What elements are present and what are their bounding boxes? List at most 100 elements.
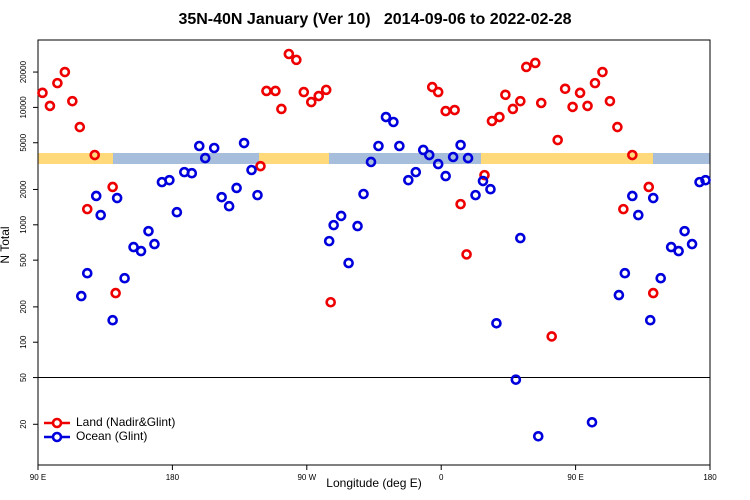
y-tick-label: 200: [19, 300, 28, 314]
point: [283, 48, 295, 60]
point: [380, 111, 392, 123]
point: [665, 241, 677, 253]
plot-frame: [37, 39, 711, 466]
point: [246, 164, 257, 176]
x-tick-label: 0: [439, 473, 444, 482]
point: [455, 139, 466, 151]
point: [119, 272, 130, 284]
x-tick-label: 180: [166, 473, 180, 482]
x-tick-label: 180: [703, 473, 717, 482]
point: [627, 190, 638, 202]
point: [619, 267, 631, 279]
point: [491, 317, 502, 329]
y-tick-label: 1000: [19, 215, 28, 233]
point: [618, 203, 629, 215]
point: [559, 83, 571, 95]
point: [107, 314, 118, 326]
y-tick-label: 20: [19, 419, 28, 428]
chart-title: 35N-40N January (Ver 10) 2014-09-06 to 2…: [178, 11, 571, 28]
point: [461, 249, 472, 260]
point: [532, 431, 544, 442]
point: [52, 77, 63, 89]
point: [89, 149, 101, 161]
point: [574, 87, 586, 99]
point: [426, 81, 438, 93]
point: [633, 209, 644, 221]
point: [59, 66, 71, 78]
point: [171, 206, 183, 218]
point: [352, 220, 363, 232]
point: [199, 152, 211, 164]
point: [223, 200, 235, 212]
point: [644, 314, 656, 326]
point: [76, 290, 87, 302]
x-tick-label: 90 E: [567, 473, 583, 482]
point: [440, 170, 451, 182]
point: [143, 225, 154, 237]
point: [647, 287, 659, 299]
point: [128, 241, 139, 253]
point: [231, 182, 242, 194]
point: [320, 84, 332, 96]
point: [255, 160, 266, 172]
point: [673, 245, 684, 257]
point: [627, 149, 638, 161]
point: [477, 175, 489, 187]
point: [67, 95, 78, 107]
point: [313, 90, 325, 102]
point: [365, 156, 377, 168]
y-tick-label: 500: [19, 253, 28, 267]
point: [567, 101, 578, 113]
point: [111, 192, 123, 204]
point: [500, 89, 511, 101]
point: [589, 77, 601, 89]
point: [455, 198, 466, 210]
point: [81, 203, 93, 215]
point: [552, 134, 563, 146]
point: [74, 121, 86, 133]
point: [335, 210, 347, 222]
point: [417, 144, 429, 156]
y-tick-label: 10000: [19, 96, 28, 119]
point: [515, 232, 526, 244]
y-tick-label: 100: [19, 335, 28, 349]
point: [449, 104, 460, 116]
point: [612, 121, 623, 133]
point: [535, 97, 547, 109]
point: [149, 238, 160, 250]
point: [37, 87, 48, 99]
point: [261, 85, 272, 97]
point: [164, 174, 175, 186]
point: [323, 235, 335, 247]
point: [44, 100, 56, 112]
point: [494, 111, 505, 123]
point: [328, 219, 339, 231]
point: [90, 190, 102, 202]
legend-marker: [51, 417, 63, 429]
point: [193, 140, 205, 152]
point: [432, 86, 444, 98]
point: [291, 54, 302, 66]
point: [305, 96, 317, 108]
point: [298, 86, 310, 98]
point: [546, 331, 558, 342]
point: [521, 61, 532, 73]
point: [582, 100, 593, 112]
point: [270, 85, 281, 97]
point: [186, 167, 198, 179]
point: [95, 209, 107, 221]
x-axis-label: Longitude (deg E): [326, 476, 421, 490]
point: [462, 152, 474, 164]
point: [373, 140, 384, 152]
point: [388, 116, 399, 128]
point: [686, 238, 698, 250]
legend-label: Ocean (Glint): [76, 429, 147, 443]
point: [440, 105, 451, 117]
legend-marker: [51, 431, 63, 443]
point: [135, 245, 147, 257]
point: [510, 374, 522, 385]
point: [529, 57, 541, 69]
point: [507, 103, 519, 115]
point: [358, 188, 369, 200]
